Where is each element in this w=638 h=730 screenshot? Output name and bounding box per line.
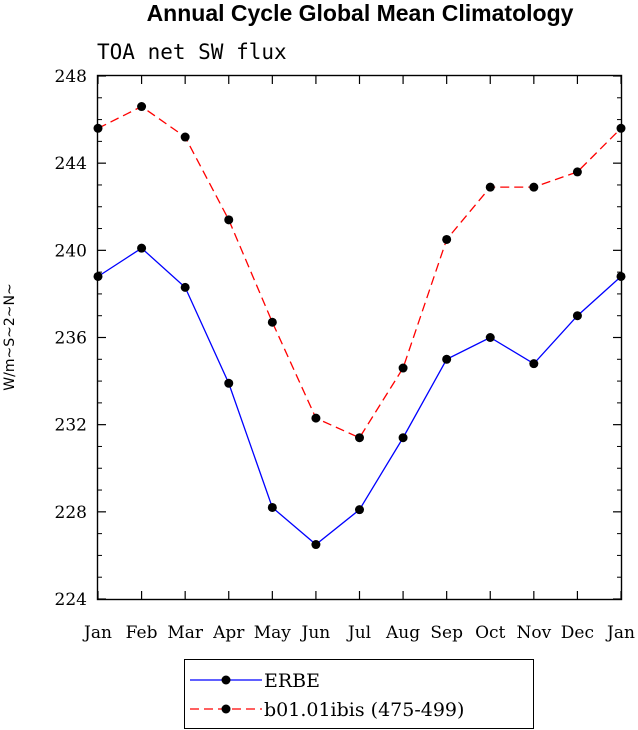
legend-box (184, 659, 534, 729)
data-point (442, 234, 452, 244)
data-point (180, 132, 190, 142)
y-tick-label: 228 (55, 503, 87, 523)
legend-marker-erbe (221, 675, 231, 685)
x-tick-label: Jan (605, 623, 635, 643)
y-tick-label: 248 (55, 67, 87, 87)
data-point (224, 378, 234, 388)
y-axis-label: W/m~S~2~N~ (2, 283, 18, 390)
y-tick-label: 236 (55, 329, 87, 349)
data-point (485, 333, 495, 342)
x-tick-label: Apr (212, 623, 245, 643)
x-tick-label: Dec (561, 623, 594, 643)
data-point (267, 317, 277, 327)
legend-label-erbe: ERBE (264, 670, 320, 692)
x-tick-label: Sep (430, 623, 463, 643)
x-tick-label: Oct (475, 623, 505, 643)
series-line-0 (97, 247, 622, 546)
data-point (398, 433, 408, 443)
x-tick-label: Mar (167, 623, 204, 643)
y-tick-label: 224 (55, 590, 87, 610)
x-tick-label: Jul (346, 623, 371, 643)
data-point (572, 311, 582, 321)
axis-ticks: 224 228 232 236 240 244 248 Jan Feb Mar Apr May Jun J… (55, 67, 635, 643)
legend: ERBE b01.01ibis (475-499) (184, 659, 534, 729)
y-tick-label: 232 (55, 416, 87, 436)
series-line-1 (97, 105, 622, 439)
data-point (529, 359, 539, 369)
x-tick-label: Jun (300, 623, 331, 643)
data-point (137, 243, 147, 253)
y-tick-label: 240 (55, 241, 87, 261)
data-point (224, 215, 234, 225)
x-tick-label: Nov (516, 623, 551, 643)
data-point (180, 282, 190, 292)
chart-title: Annual Cycle Global Mean Climatology (147, 0, 574, 26)
data-point (485, 182, 495, 192)
chart-subtitle: TOA net SW flux (97, 40, 287, 64)
data-point (355, 433, 364, 443)
legend-label-b01-01ibis: b01.01ibis (475-499) (264, 699, 464, 721)
x-tick-label: Aug (385, 623, 420, 643)
x-tick-label: Feb (126, 623, 158, 643)
plot-frame (96, 74, 623, 601)
x-tick-label: Jan (82, 623, 112, 643)
x-tick-label: May (254, 623, 292, 643)
data-point (137, 102, 147, 112)
data-point (311, 413, 321, 423)
y-tick-label: 244 (55, 154, 87, 174)
data-point (572, 167, 582, 177)
legend-marker-b01-01ibis (221, 704, 231, 714)
data-point (442, 354, 452, 364)
series-layer (93, 102, 626, 550)
data-point (529, 182, 539, 192)
data-point (311, 540, 321, 550)
data-point (398, 363, 408, 373)
data-point (355, 505, 364, 515)
data-point (267, 502, 277, 512)
